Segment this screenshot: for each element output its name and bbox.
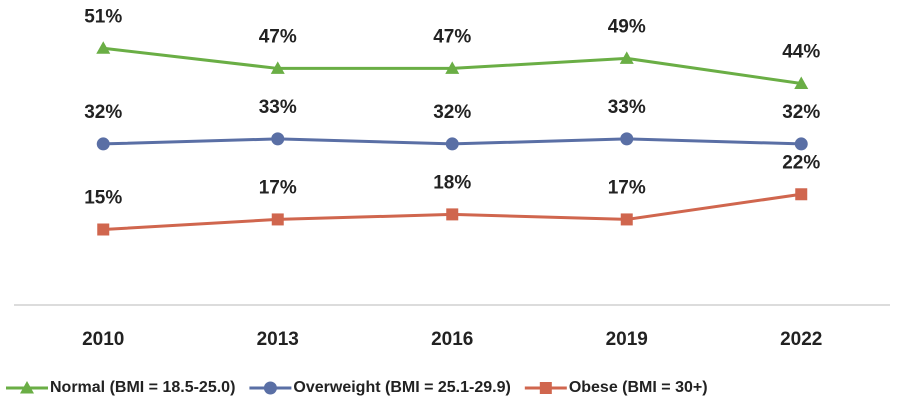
data-point: [620, 132, 634, 146]
data-label: 44%: [782, 42, 820, 63]
legend-marker: [263, 381, 277, 395]
data-label: 32%: [433, 102, 471, 123]
data-point: [794, 137, 808, 151]
legend-marker: [20, 381, 34, 394]
data-point: [445, 137, 459, 151]
data-label: 51%: [84, 6, 122, 27]
data-label: 33%: [608, 97, 646, 118]
data-point: [96, 41, 111, 54]
legend-label: Obese (BMI = 30+): [569, 379, 708, 396]
legend-marker: [539, 382, 552, 394]
data-point: [271, 213, 284, 226]
data-label: 22%: [782, 152, 820, 173]
data-label: 18%: [433, 172, 471, 193]
data-point: [96, 137, 110, 151]
x-tick-label: 2013: [257, 329, 299, 350]
data-label: 32%: [84, 102, 122, 123]
data-point: [619, 51, 634, 64]
data-point: [446, 208, 459, 221]
data-point: [445, 61, 460, 74]
x-tick-label: 2010: [82, 329, 124, 350]
data-label: 33%: [259, 97, 297, 118]
data-label: 15%: [84, 188, 122, 209]
data-point: [794, 76, 809, 90]
data-label: 17%: [259, 177, 297, 198]
legend-label: Overweight (BMI = 25.1-29.9): [293, 379, 510, 396]
data-point: [270, 61, 285, 74]
data-label: 49%: [608, 16, 646, 37]
x-tick-label: 2019: [606, 329, 648, 350]
data-point: [97, 223, 110, 236]
x-tick-label: 2016: [431, 329, 473, 350]
data-label: 47%: [433, 26, 471, 47]
legend-label: Normal (BMI = 18.5-25.0): [50, 379, 235, 396]
data-point: [271, 132, 285, 146]
data-point: [620, 213, 633, 226]
data-label: 47%: [259, 26, 297, 47]
x-tick-label: 2022: [780, 329, 822, 350]
data-point: [795, 188, 808, 201]
data-label: 32%: [782, 102, 820, 123]
data-label: 17%: [608, 177, 646, 198]
